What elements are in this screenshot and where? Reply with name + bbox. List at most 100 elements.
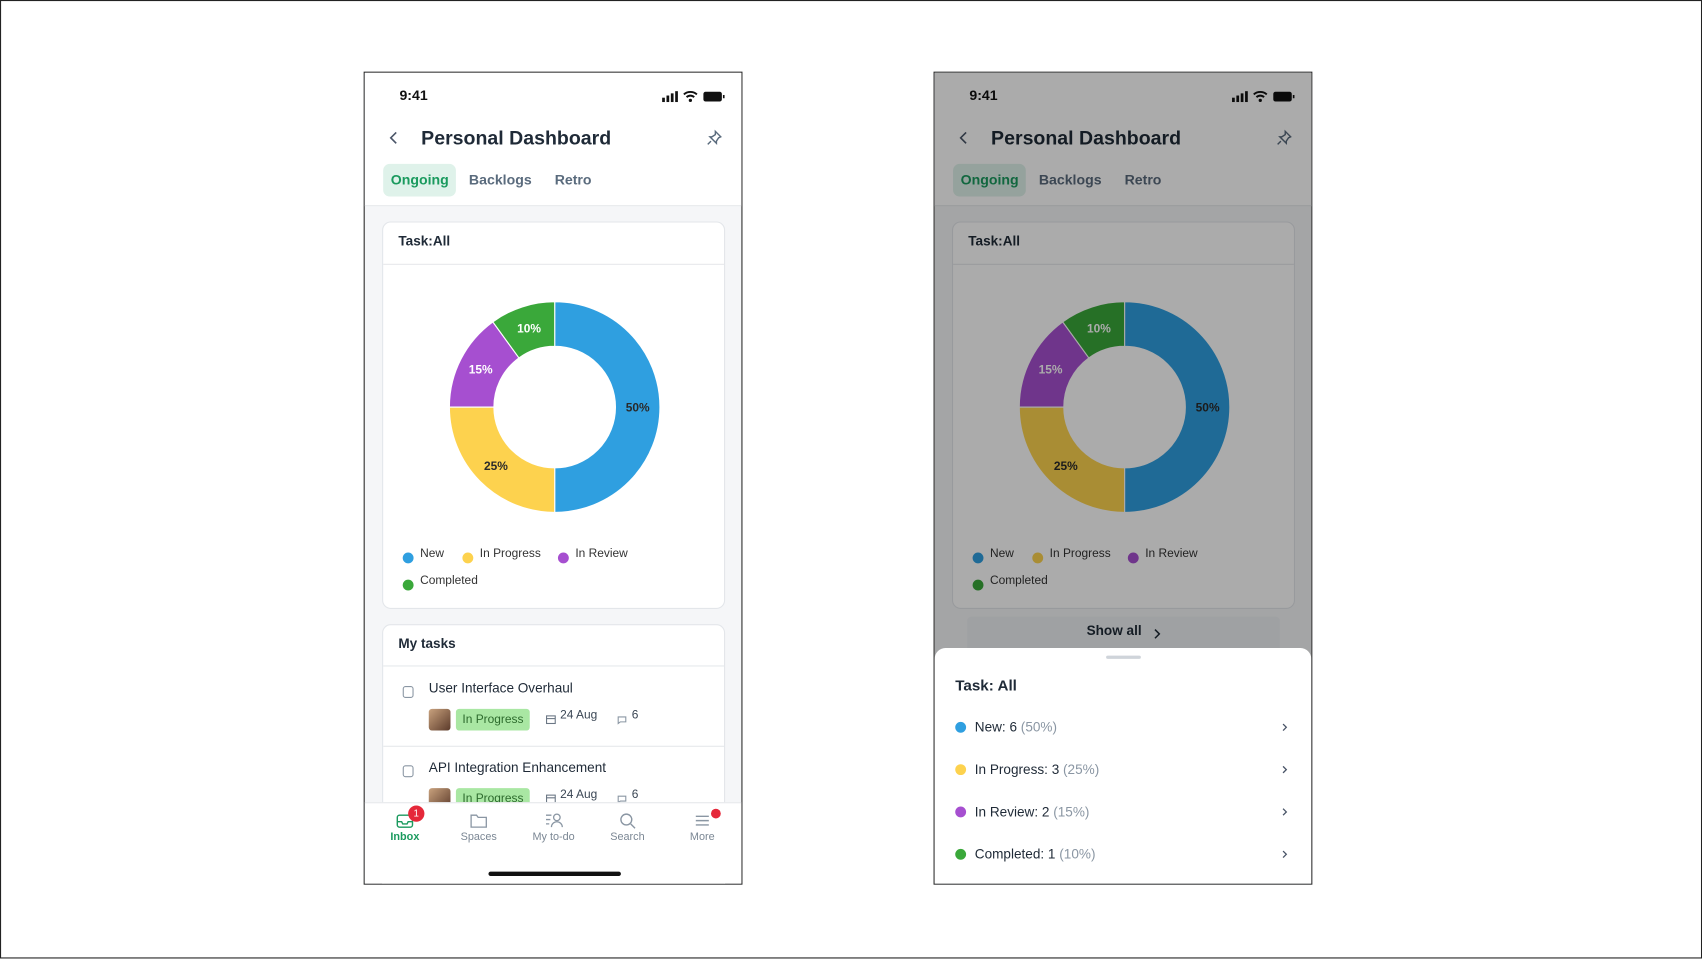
segment-label: 10% <box>1087 321 1111 335</box>
avatar <box>428 708 451 731</box>
back-button[interactable] <box>959 131 969 144</box>
legend-dot <box>402 579 414 591</box>
bottom-nav: Inbox 1 Spaces My to-do Search More <box>364 802 742 884</box>
comment-count: 6 <box>631 788 639 802</box>
item-text: New: 6 (50%) <box>975 716 1057 738</box>
segment-label: 50% <box>626 400 650 414</box>
page-title: Personal Dashboard <box>421 127 612 149</box>
donut-segment <box>1018 406 1126 513</box>
tab[interactable]: Backlogs <box>1038 171 1102 188</box>
status-time: 9:41 <box>399 86 428 104</box>
legend-dot <box>972 579 984 591</box>
nav-item[interactable]: Spaces <box>442 803 516 857</box>
status-icons <box>662 90 725 103</box>
divider <box>953 263 1294 265</box>
nav-item[interactable]: Inbox 1 <box>368 803 442 857</box>
legend-dot <box>955 721 967 733</box>
task-row[interactable]: User Interface Overhaul In Progress 24 Aug… <box>383 668 724 746</box>
pin-button[interactable] <box>707 129 722 145</box>
task-title: API Integration Enhancement <box>428 759 607 776</box>
chevron <box>1282 850 1288 859</box>
legend-dot <box>955 848 967 860</box>
legend-label: In Progress <box>479 547 541 561</box>
item-percent: (10%) <box>1059 846 1096 862</box>
phone-screen: 9:41 Personal Dashboard Ongoing Backlogs Ret… <box>933 71 1313 885</box>
nav-label: Spaces <box>460 831 497 844</box>
divider <box>383 665 725 667</box>
nav-label: Inbox <box>390 831 420 844</box>
item-label: New: 6 <box>974 719 1018 735</box>
nav-item[interactable]: More <box>665 803 739 857</box>
sheet-item[interactable]: New: 6 (50%) <box>935 707 1312 748</box>
chevron <box>1282 765 1288 774</box>
task-icon <box>402 765 414 778</box>
card-title: Task:All <box>398 233 451 249</box>
segment-label: 10% <box>517 321 541 335</box>
tab[interactable]: Retro <box>1124 171 1162 188</box>
pin-button[interactable] <box>1277 129 1292 145</box>
item-text: In Review: 2 (15%) <box>975 801 1090 823</box>
nav-icon <box>695 815 709 826</box>
show-all-button[interactable]: Show all <box>967 616 1280 652</box>
status-pill: In Progress <box>455 708 530 731</box>
chevron <box>1154 629 1161 639</box>
sheet-item[interactable]: In Progress: 3 (25%) <box>935 749 1312 790</box>
phone-screen: 9:41 Personal Dashboard Ongoing Backlogs Ret… <box>363 71 743 885</box>
date: 24 Aug <box>560 788 598 802</box>
legend-label: Completed <box>420 574 478 588</box>
comment-count: 6 <box>631 708 639 722</box>
donut-segment <box>448 406 556 513</box>
item-percent: (25%) <box>1063 762 1100 778</box>
item-percent: (50%) <box>1020 719 1057 735</box>
legend-label: In Review <box>575 547 628 561</box>
tab[interactable]: Backlogs <box>468 171 532 188</box>
divider <box>383 745 725 747</box>
nav-item[interactable]: Search <box>591 803 665 857</box>
nav-label: My to-do <box>532 831 575 844</box>
calendar-icon <box>546 715 556 725</box>
segment-label: 25% <box>484 459 508 473</box>
sheet-handle <box>1106 655 1141 659</box>
page-title: Personal Dashboard <box>991 127 1182 149</box>
comment-icon <box>617 795 627 804</box>
segment-label: 50% <box>1196 400 1220 414</box>
status-icons <box>1232 90 1295 103</box>
nav-icon <box>620 813 636 829</box>
nav-item[interactable]: My to-do <box>517 803 591 857</box>
task-title: User Interface Overhaul <box>428 680 573 696</box>
tab[interactable]: Ongoing <box>383 163 457 197</box>
item-label: Completed: 1 <box>974 846 1056 862</box>
date: 24 Aug <box>560 708 598 722</box>
item-text: Completed: 1 (10%) <box>975 843 1096 865</box>
chart-card: Task:All 50% 25% 15% 10% New In Progress In Rev… <box>382 221 726 609</box>
legend-label: New <box>420 547 444 561</box>
tab[interactable]: Ongoing <box>953 163 1027 197</box>
legend-label: In Review <box>1145 547 1198 561</box>
donut-segment <box>1124 301 1231 513</box>
nav-icon <box>546 813 563 828</box>
legend-dot <box>557 552 569 564</box>
item-text: In Progress: 3 (25%) <box>975 759 1099 781</box>
bottom-sheet: Task: All New: 6 (50%) In Progress: 3 (25%… <box>934 648 1312 884</box>
chevron <box>1282 808 1288 816</box>
tab[interactable]: Retro <box>554 171 592 188</box>
item-label: In Review: 2 <box>974 804 1050 820</box>
legend-label: Completed <box>989 574 1048 588</box>
sheet-title: Task: All <box>955 676 1017 694</box>
legend-label: In Progress <box>1049 547 1111 561</box>
donut-segment <box>492 301 556 359</box>
segment-label: 25% <box>1054 459 1078 473</box>
donut-segment <box>1061 301 1126 359</box>
home-indicator <box>488 871 621 876</box>
card-title: My tasks <box>398 636 456 652</box>
nav-label: More <box>689 831 715 844</box>
button-label: Show all <box>1086 623 1142 639</box>
status-time: 9:41 <box>969 86 998 104</box>
segment-label: 15% <box>469 363 493 377</box>
card-title: Task:All <box>968 233 1021 249</box>
sheet-item[interactable]: Completed: 1 (10%) <box>935 834 1312 875</box>
comment-icon <box>617 716 627 725</box>
back-button[interactable] <box>389 131 399 144</box>
sheet-item[interactable]: In Review: 2 (15%) <box>935 791 1312 832</box>
legend-dot <box>955 806 967 818</box>
